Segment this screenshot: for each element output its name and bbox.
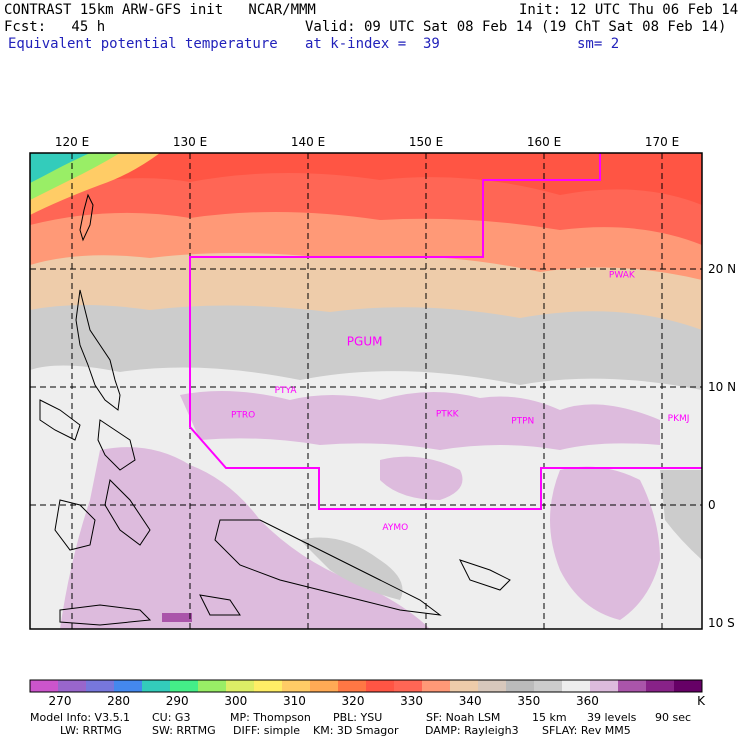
lat-labels: 20 N 10 N 0 10 S [708, 262, 736, 630]
colorbar-swatch [590, 680, 619, 692]
colorbar-swatch [646, 680, 675, 692]
header-title: CONTRAST 15km ARW-GFS init NCAR/MMM [4, 2, 316, 18]
colorbar-label: 290 [165, 694, 189, 708]
lon-label: 170 E [645, 135, 679, 149]
colorbar-swatch [450, 680, 479, 692]
lon-label: 150 E [409, 135, 443, 149]
station-label-pwak: PWAK [609, 270, 636, 280]
station-label-ptro: PTRO [231, 411, 255, 421]
colorbar-label: 310 [282, 694, 306, 708]
lon-labels: 120 E 130 E 140 E 150 E 160 E 170 E [55, 135, 679, 149]
footer-item: PBL: YSU [333, 711, 383, 724]
colorbar-frame [29, 679, 703, 693]
colorbar-swatch [674, 680, 703, 692]
colorbar-swatch [478, 680, 507, 692]
lon-label: 120 E [55, 135, 89, 149]
footer-item: 39 levels [587, 711, 637, 724]
lat-label: 10 N [708, 380, 736, 394]
colorbar-unit: K [697, 694, 705, 708]
colorbar-label: 330 [400, 694, 424, 708]
colorbar-swatch [534, 680, 563, 692]
footer-item: CU: G3 [152, 711, 191, 724]
station-label-aymo: AYMO [382, 523, 408, 533]
colorbar-swatch [282, 680, 311, 692]
footer-item: SF: Noah LSM [426, 711, 501, 724]
footer-item: MP: Thompson [230, 711, 311, 724]
colorbar-swatch [338, 680, 367, 692]
colorbar-swatch [30, 680, 59, 692]
station-label-ptya: PTYA [275, 386, 298, 396]
station-label-pgum: PGUM [347, 335, 383, 349]
footer-item: 90 sec [655, 711, 692, 724]
header-init: Init: 12 UTC Thu 06 Feb 14 [519, 2, 739, 18]
footer-item: LW: RRTMG [60, 724, 122, 737]
colorbar-swatch [86, 680, 115, 692]
colorbar-swatch [310, 680, 339, 692]
map-frame [29, 152, 703, 630]
header-field: Equivalent potential temperature [8, 36, 278, 52]
footer-item: SFLAY: Rev MM5 [542, 724, 631, 737]
colorbar-label: 320 [341, 694, 365, 708]
colorbar-label: 350 [517, 694, 541, 708]
colorbar-swatch [422, 680, 451, 692]
footer-item: DAMP: Rayleigh3 [425, 724, 519, 737]
colorbar-label: 280 [107, 694, 131, 708]
colorbar-swatch [618, 680, 647, 692]
header-level: at k-index = 39 [305, 36, 440, 52]
colorbar-swatch [170, 680, 199, 692]
colorbar-label: 270 [48, 694, 72, 708]
station-labels: PGUM PTYA PTRO PTKK PTPN PKMJ PWAK AYMO [231, 270, 689, 533]
station-label-pkmj: PKMJ [668, 414, 690, 424]
colorbar [29, 679, 703, 693]
lat-label: 20 N [708, 262, 736, 276]
colorbar-label: 300 [224, 694, 248, 708]
footer-item: 15 km [532, 711, 567, 724]
coastlines [39, 193, 511, 626]
map-gridlines [30, 153, 702, 629]
header-smooth: sm= 2 [577, 36, 620, 52]
colorbar-label: 340 [458, 694, 482, 708]
colorbar-swatch [198, 680, 227, 692]
footer-item: SW: RRTMG [152, 724, 216, 737]
colorbar-swatch [142, 680, 171, 692]
lat-label: 0 [708, 498, 716, 512]
lat-label: 10 S [708, 616, 735, 630]
station-label-ptpn: PTPN [511, 417, 534, 427]
map-fill [30, 153, 702, 629]
header-valid: Valid: 09 UTC Sat 08 Feb 14 (19 ChT Sat … [305, 19, 727, 35]
colorbar-swatch [394, 680, 423, 692]
colorbar-swatch [58, 680, 87, 692]
colorbar-swatch [226, 680, 255, 692]
lon-label: 160 E [527, 135, 561, 149]
colorbar-label: 360 [575, 694, 599, 708]
colorbar-swatch [366, 680, 395, 692]
colorbar-swatch [506, 680, 535, 692]
footer-item: DIFF: simple [233, 724, 301, 737]
region-boundary [189, 153, 702, 510]
colorbar-swatch [254, 680, 283, 692]
colorbar-swatch [562, 680, 591, 692]
footer-item: KM: 3D Smagor [313, 724, 399, 737]
lon-label: 140 E [291, 135, 325, 149]
station-label-ptkk: PTKK [436, 410, 460, 420]
footer-item: Model Info: V3.5.1 [30, 711, 131, 724]
header-fcst: Fcst: 45 h [4, 19, 106, 35]
colorbar-swatch [114, 680, 143, 692]
lon-label: 130 E [173, 135, 207, 149]
